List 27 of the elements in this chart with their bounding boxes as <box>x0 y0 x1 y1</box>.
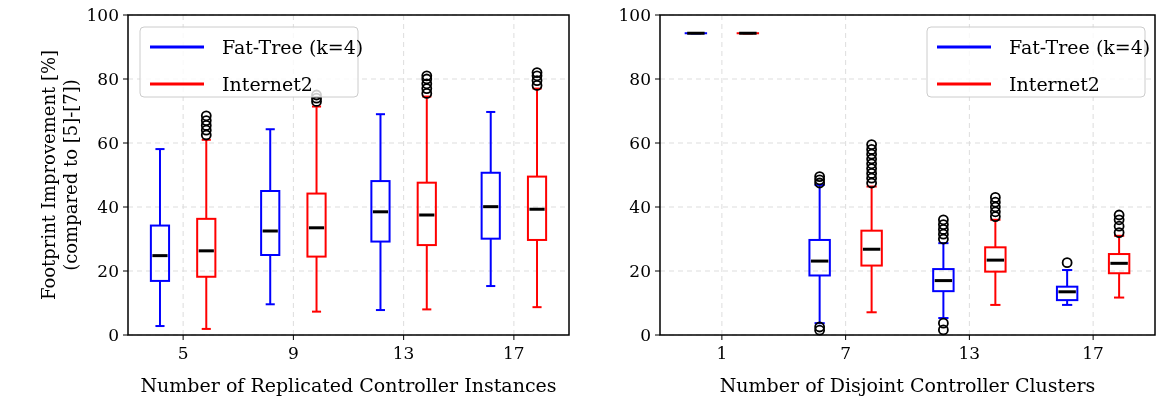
x-tick-label: 13 <box>958 343 981 363</box>
legend-label: Fat-Tree (k=4) <box>222 35 364 58</box>
x-tick-label: 9 <box>287 343 299 363</box>
y-tick-label: 20 <box>97 260 119 281</box>
y-tick-label: 60 <box>97 132 119 153</box>
y-tick-label: 100 <box>618 4 651 25</box>
y-axis-title: Footprint Improvement [%] (compared to [5]-[7]) <box>38 49 81 301</box>
x-tick-label: 1 <box>716 343 728 363</box>
x-tick-label: 17 <box>503 343 525 363</box>
y-tick-label: 80 <box>97 68 119 89</box>
x-axis-title: Number of Disjoint Controller Clusters <box>719 374 1096 396</box>
x-tick-label: 13 <box>392 343 415 363</box>
x-tick-label: 5 <box>177 343 189 363</box>
y-tick-label: 60 <box>629 132 651 153</box>
legend-label: Internet2 <box>222 72 313 95</box>
y-tick-label: 40 <box>97 196 119 217</box>
x-tick-label: 7 <box>840 343 852 363</box>
x-axis-title: Number of Replicated Controller Instances <box>140 374 557 396</box>
y-tick-label: 0 <box>108 324 119 345</box>
y-tick-label: 80 <box>629 68 651 89</box>
y-tick-label: 100 <box>86 4 119 25</box>
y-tick-label: 0 <box>640 324 651 345</box>
x-tick-label: 17 <box>1082 343 1104 363</box>
legend-label: Internet2 <box>1009 72 1100 95</box>
y-tick-label: 40 <box>629 196 651 217</box>
legend-label: Fat-Tree (k=4) <box>1009 35 1151 58</box>
y-tick-label: 20 <box>629 260 651 281</box>
